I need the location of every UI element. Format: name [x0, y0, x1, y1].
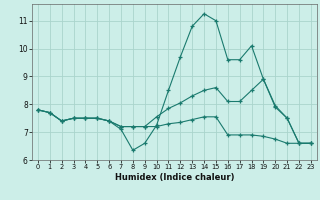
X-axis label: Humidex (Indice chaleur): Humidex (Indice chaleur) [115, 173, 234, 182]
